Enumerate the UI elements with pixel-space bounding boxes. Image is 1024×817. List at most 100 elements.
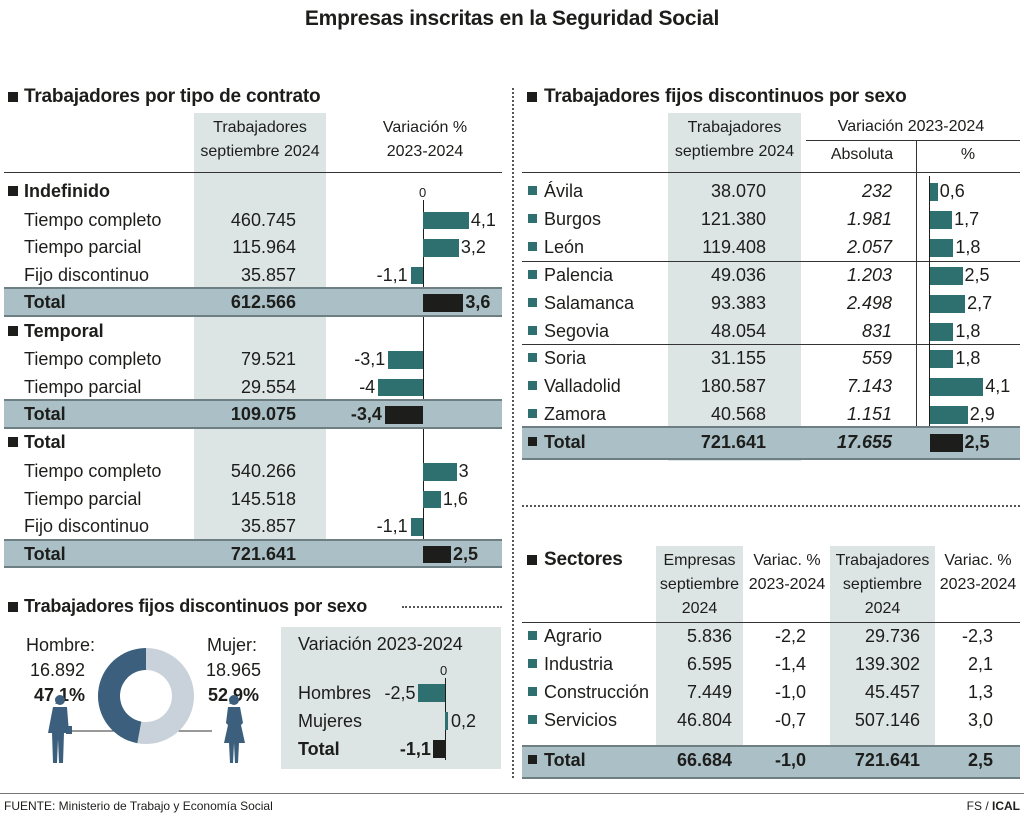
province-pct-label: 1,8 <box>955 320 981 341</box>
contrato-row-workers: 29.554 <box>240 376 296 397</box>
contrato-var-bar <box>378 378 423 397</box>
province-abs: 17.655 <box>836 432 892 453</box>
contrato-col-var: Variación % 2023-2024 <box>382 119 468 160</box>
sector-bullet-icon <box>528 687 537 696</box>
provincias-header-rule <box>522 172 1020 173</box>
sector-var-emp: -1,0 <box>774 682 806 702</box>
province-pct-label: 2,9 <box>969 404 995 425</box>
province-name: Valladolid <box>544 376 621 397</box>
province-abs: 7.143 <box>846 376 892 397</box>
footer-credit-fs: FS / <box>966 799 992 813</box>
contrato-row-workers: 115.964 <box>232 237 296 258</box>
province-pct-bar <box>930 378 984 397</box>
right-dotted-divider <box>522 505 1020 507</box>
provincias-bar-axis <box>929 176 930 459</box>
donut-slice-hombre <box>98 648 146 744</box>
province-pct-label: 1,8 <box>955 348 981 369</box>
contrato-workers-column-shade <box>194 113 326 560</box>
contrato-zero-label: 0 <box>419 185 427 200</box>
sexo-donut-chart <box>48 648 245 763</box>
contrato-group-name: Total <box>24 432 66 453</box>
contrato-var-bar <box>423 463 457 481</box>
sexo-var-label: -1,1 <box>399 739 431 759</box>
section-bullet-icon <box>527 555 537 565</box>
sector-var-emp: -0,7 <box>774 710 806 730</box>
province-workers: 49.036 <box>710 264 766 285</box>
group-bullet-icon <box>8 325 18 336</box>
province-abs: 2.498 <box>846 292 892 313</box>
sexo-var-bar <box>445 712 448 730</box>
sexo-title: Trabajadores fijos discontinuos por sexo <box>24 596 368 616</box>
sectores-col-var-emp: Variac. % 2023-2024 <box>748 552 826 593</box>
province-pct-bar <box>930 322 954 341</box>
sector-trab: 29.736 <box>864 626 920 646</box>
donut-slice-mujer <box>137 648 194 744</box>
province-pct-bar <box>930 183 938 201</box>
contrato-total-workers: 109.075 <box>230 404 296 425</box>
contrato-group-name: Indefinido <box>24 181 110 201</box>
contrato-var-bar <box>388 351 423 369</box>
province-pct-bar <box>930 406 968 425</box>
sector-var-trab: 3,0 <box>967 710 993 730</box>
contrato-var-bar <box>423 211 469 230</box>
province-bullet-icon <box>528 409 537 419</box>
sectores-col-var-trab: Variac. % 2023-2024 <box>939 552 1017 593</box>
province-workers: 38.070 <box>710 181 766 201</box>
province-pct-label: 4,1 <box>985 376 1011 397</box>
province-workers: 721.641 <box>700 432 766 453</box>
province-name: Burgos <box>544 208 602 229</box>
province-pct-label: 1,8 <box>955 236 981 257</box>
contrato-var-label: 1,6 <box>442 488 468 509</box>
sector-var-emp: -1,0 <box>774 750 806 770</box>
provincias-title: Trabajadores fijos discontinuos por sexo <box>544 86 907 107</box>
sector-var-trab: 1,3 <box>967 682 993 702</box>
contrato-var-label: -3,1 <box>354 349 386 370</box>
contrato-row-label: Tiempo parcial <box>24 376 142 397</box>
mujer-label: Mujer: <box>207 635 258 655</box>
contrato-row-workers: 460.745 <box>230 209 296 230</box>
hombre-label: Hombre: <box>26 635 96 655</box>
sexo-row-label: Total <box>298 739 340 759</box>
sexo-var-label: -2,5 <box>384 683 416 703</box>
province-name: Palencia <box>544 264 614 285</box>
man-silhouette-icon <box>48 695 72 763</box>
contrato-total-band <box>4 287 502 317</box>
contrato-row-workers: 540.266 <box>230 461 296 481</box>
contrato-total-var-bar <box>423 545 451 564</box>
province-bullet-icon <box>528 381 537 391</box>
province-pct-label: 0,6 <box>939 181 965 201</box>
group-bullet-icon <box>8 437 18 448</box>
mujer-value: 18.965 <box>206 660 262 680</box>
province-pct-label: 1,7 <box>954 208 980 229</box>
province-pct-bar <box>930 210 953 229</box>
footer-source: FUENTE: Ministerio de Trabajo y Economía… <box>4 799 273 813</box>
sector-trab: 721.641 <box>854 750 920 770</box>
hombre-percent: 47,1% <box>34 685 86 705</box>
province-abs: 1.981 <box>846 208 892 229</box>
province-abs: 1.151 <box>846 404 892 425</box>
contrato-var-bar <box>423 490 441 509</box>
sexo-var-box <box>281 627 501 769</box>
contrato-total-label: Total <box>24 543 66 564</box>
contrato-total-label: Total <box>24 292 66 313</box>
provincias-group-rule-1 <box>522 261 1020 262</box>
sexo-var-title: Variación 2023-2024 <box>298 634 463 654</box>
contrato-var-label: -4 <box>359 376 376 397</box>
provincias-total-label: Total <box>544 432 586 453</box>
province-workers: 93.383 <box>710 292 766 313</box>
total-bullet-icon <box>528 755 537 764</box>
sexo-row-label: Mujeres <box>298 711 363 731</box>
donut-group <box>98 648 194 744</box>
province-workers: 119.408 <box>702 236 766 257</box>
province-name: Soria <box>544 348 587 369</box>
province-name: Ávila <box>544 181 584 201</box>
province-bullet-icon <box>528 269 537 279</box>
hombre-value: 16.892 <box>30 660 86 680</box>
woman-silhouette-icon <box>224 695 245 763</box>
sector-var-emp: -2,2 <box>774 626 806 646</box>
contrato-var-label: 4,1 <box>470 209 496 230</box>
footer-credit: FS / ICAL <box>967 800 1020 812</box>
province-workers: 180.587 <box>700 376 766 397</box>
sexo-zero-label: 0 <box>440 663 448 678</box>
sector-var-trab: -2,3 <box>961 626 993 646</box>
